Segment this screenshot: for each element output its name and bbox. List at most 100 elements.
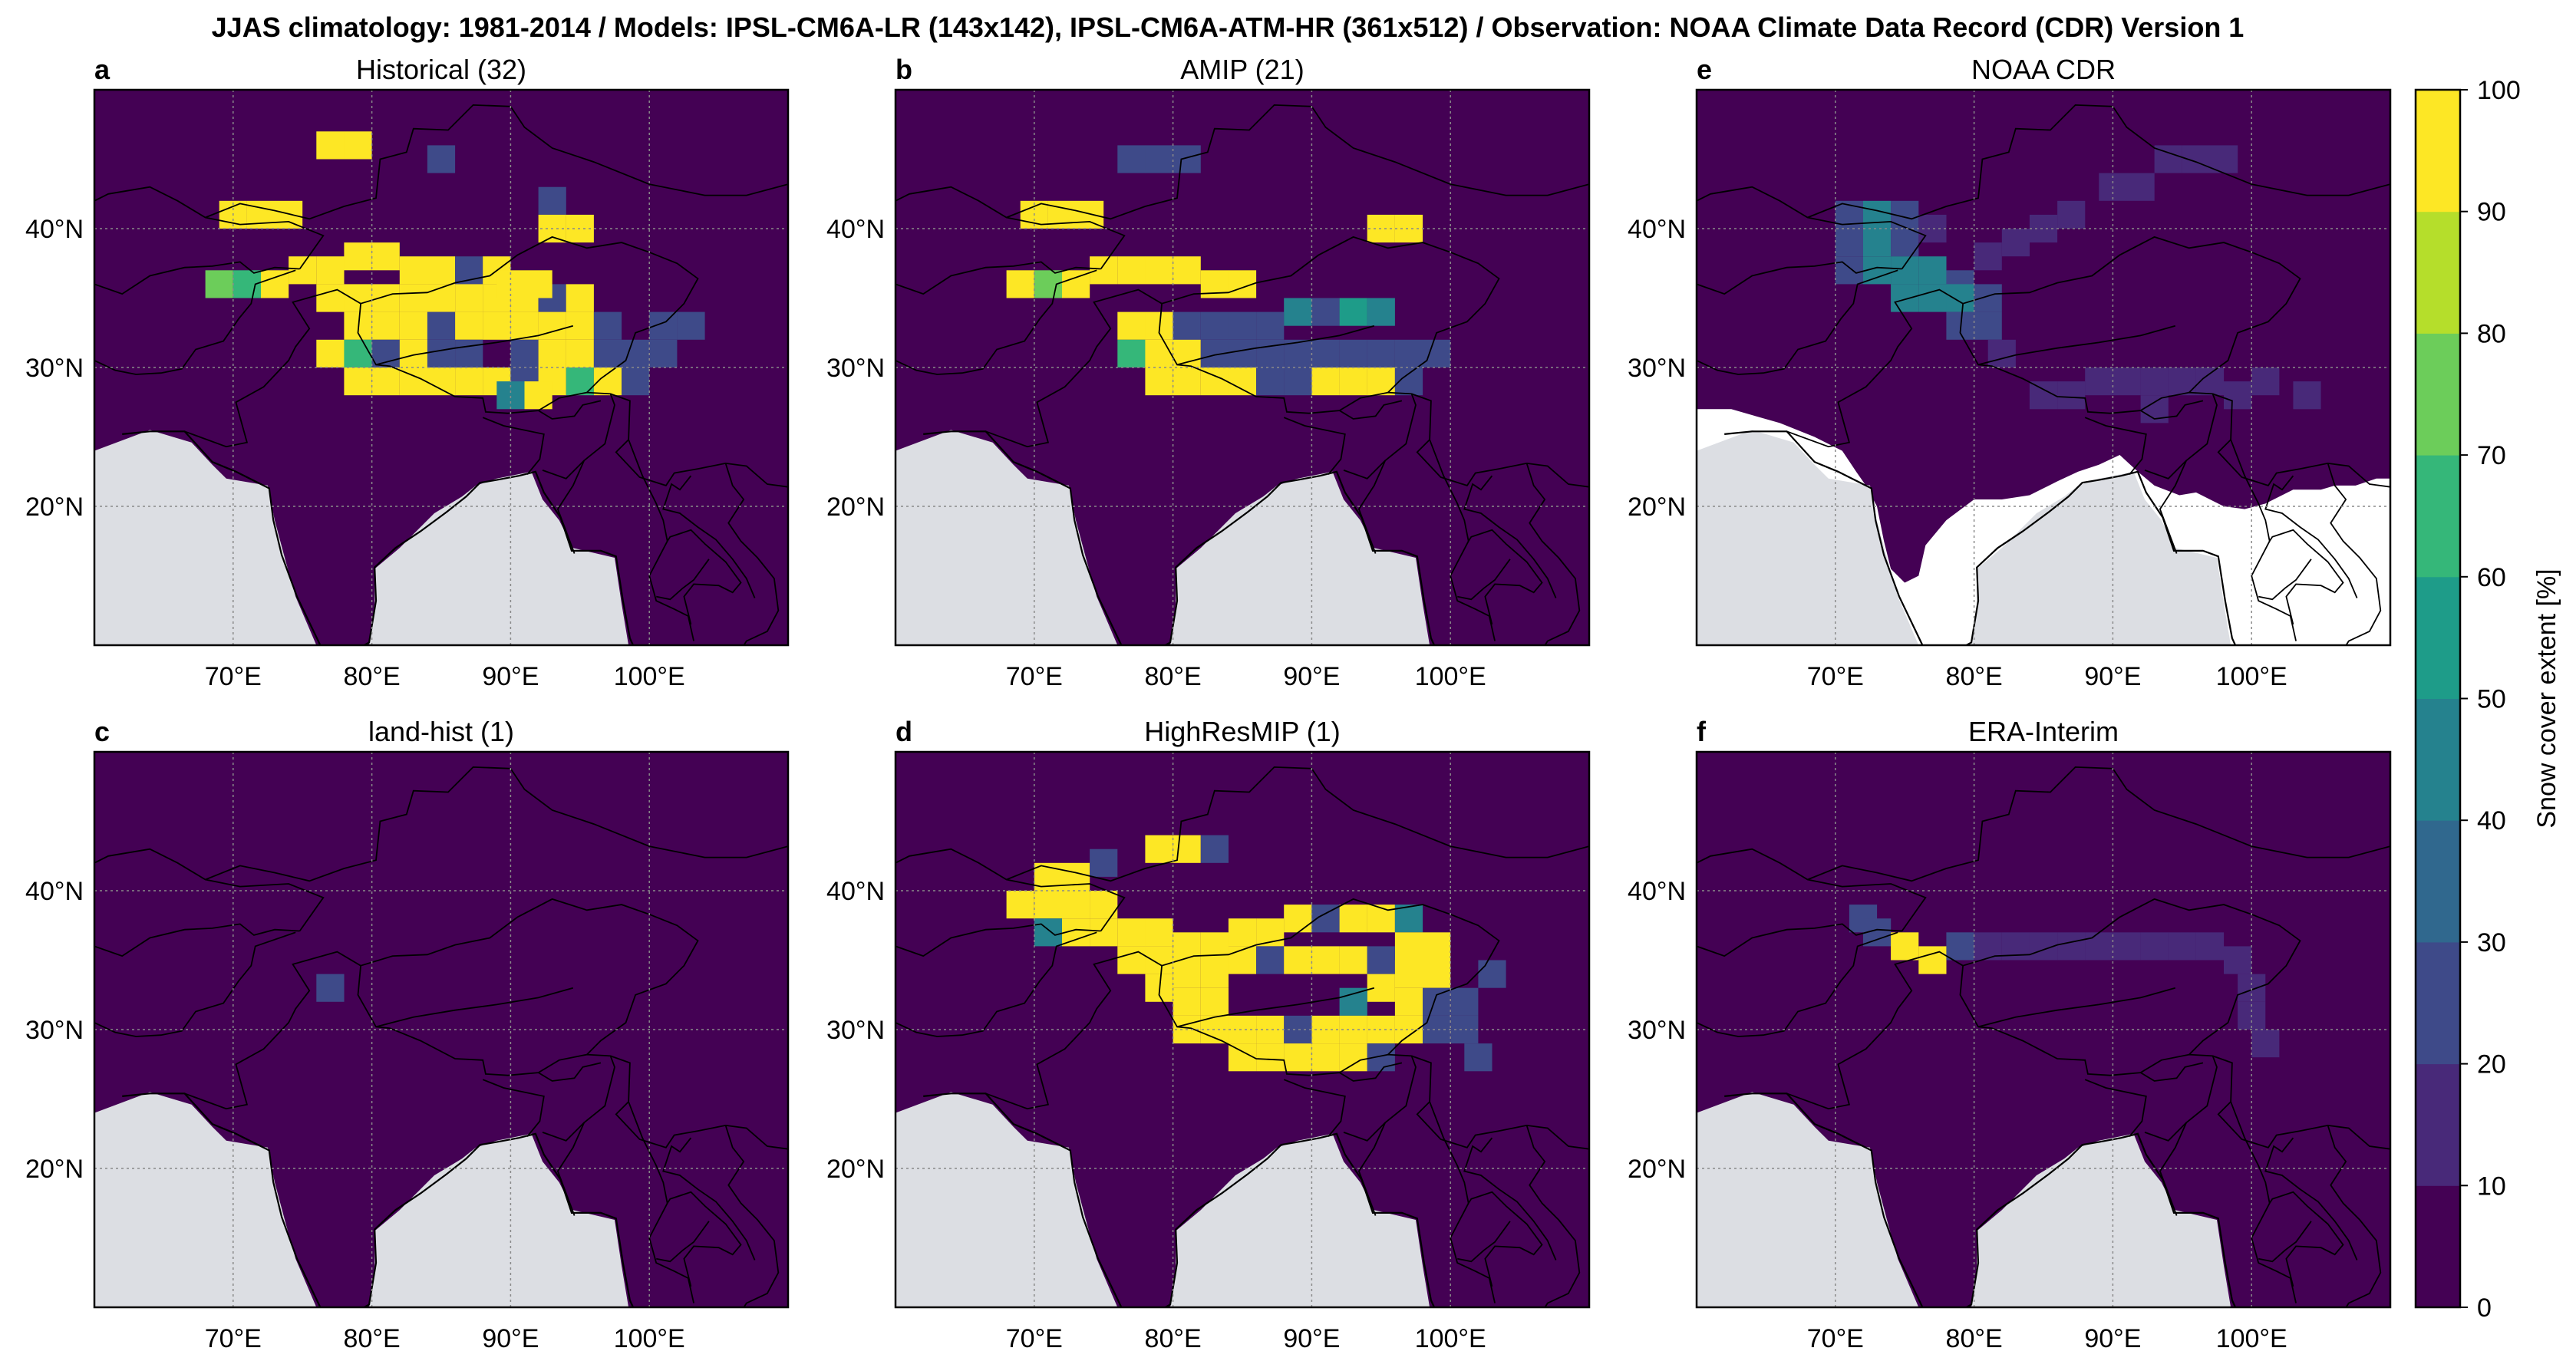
snow-cell bbox=[1256, 1015, 1285, 1044]
country-border bbox=[1525, 463, 1581, 645]
snow-cell bbox=[1173, 145, 1201, 173]
snow-cell bbox=[1450, 987, 1479, 1016]
country-border bbox=[1525, 1125, 1581, 1307]
snow-cell bbox=[1256, 367, 1285, 396]
snow-cell bbox=[566, 367, 594, 396]
country-border bbox=[628, 1101, 742, 1287]
snow-cell bbox=[1394, 960, 1423, 988]
y-tick-label: 20°N bbox=[25, 493, 84, 522]
country-border bbox=[2144, 460, 2187, 479]
snow-cell bbox=[1200, 311, 1229, 340]
panel-frame bbox=[1695, 88, 2392, 647]
country-border bbox=[538, 400, 602, 420]
x-tick-label: 90°E bbox=[1283, 662, 1340, 691]
y-tick-label: 30°N bbox=[25, 1016, 84, 1045]
snow-cell bbox=[1034, 891, 1062, 919]
country-border bbox=[1339, 1062, 1403, 1082]
snow-cell bbox=[1464, 1043, 1492, 1072]
colorbar-tick-label: 40 bbox=[2477, 806, 2506, 835]
country-border bbox=[482, 417, 545, 475]
snow-cell bbox=[1284, 946, 1312, 974]
snow-cell bbox=[2001, 229, 2030, 257]
snow-cell bbox=[622, 339, 650, 367]
coastline bbox=[122, 1092, 635, 1307]
country-border bbox=[895, 931, 1097, 1037]
country-border bbox=[610, 1055, 788, 1150]
country-border bbox=[542, 460, 585, 479]
snow-cell bbox=[1339, 987, 1367, 1016]
snow-cell bbox=[1339, 367, 1367, 396]
colorbar-label: Snow cover extent [%] bbox=[2532, 568, 2561, 828]
colorbar-segment bbox=[2416, 576, 2460, 699]
country-border bbox=[94, 261, 300, 295]
colorbar-segment bbox=[2416, 455, 2460, 578]
snow-cell bbox=[566, 311, 594, 340]
panel-label: d bbox=[895, 716, 912, 747]
colorbar-tick-label: 60 bbox=[2477, 563, 2506, 592]
snow-cell bbox=[1117, 311, 1146, 340]
panel-title: HighResMIP (1) bbox=[1144, 716, 1340, 747]
snow-cell bbox=[1173, 256, 1201, 285]
country-border bbox=[184, 288, 615, 554]
snow-cell bbox=[1284, 905, 1312, 933]
x-tick-label: 80°E bbox=[344, 662, 401, 691]
snow-cell bbox=[1117, 946, 1146, 974]
snow-cell bbox=[1228, 311, 1257, 340]
snow-cell bbox=[524, 270, 552, 298]
country-border bbox=[94, 931, 296, 1037]
snow-cell bbox=[2210, 145, 2238, 173]
snow-cell bbox=[677, 311, 705, 340]
snow-cell bbox=[2113, 367, 2141, 396]
x-tick-label: 70°E bbox=[205, 1324, 262, 1353]
ocean-bay-of-bengal bbox=[337, 471, 629, 645]
country-border bbox=[2327, 463, 2382, 645]
snow-cell bbox=[1394, 905, 1423, 933]
x-tick-label: 90°E bbox=[482, 1324, 539, 1353]
snow-cell bbox=[344, 284, 372, 312]
country-border bbox=[985, 951, 1417, 1216]
country-border bbox=[648, 540, 694, 641]
x-tick-label: 70°E bbox=[1006, 662, 1063, 691]
ocean-arabian-sea bbox=[895, 430, 1118, 645]
snow-cell bbox=[566, 339, 594, 367]
country-border bbox=[94, 269, 296, 375]
snow-cell bbox=[399, 311, 427, 340]
y-tick-label: 30°N bbox=[1628, 1016, 1686, 1045]
snow-cell bbox=[1423, 960, 1451, 988]
snow-cell bbox=[316, 339, 345, 367]
country-border bbox=[1411, 393, 1589, 488]
snow-cell bbox=[344, 242, 372, 271]
snow-cell bbox=[1117, 145, 1146, 173]
snow-cell bbox=[510, 339, 539, 367]
snow-cell bbox=[1034, 918, 1062, 947]
snow-cell bbox=[371, 311, 400, 340]
snow-cell bbox=[2224, 381, 2252, 410]
snow-cell bbox=[275, 200, 303, 229]
country-border bbox=[360, 898, 699, 1056]
colorbar-tick-label: 0 bbox=[2477, 1293, 2492, 1323]
snow-cell bbox=[1423, 932, 1451, 961]
snow-cell bbox=[1918, 256, 1947, 285]
coastline bbox=[1724, 430, 2237, 645]
colorbar-tick-label: 70 bbox=[2477, 441, 2506, 470]
snow-cell bbox=[2057, 381, 2086, 410]
y-tick-label: 40°N bbox=[826, 877, 885, 906]
snow-cell bbox=[1145, 835, 1173, 863]
colorbar-segment bbox=[2416, 90, 2460, 213]
panels-group: a Historical (32) 70°E 80°E 90°E 100°E 40°N 30°… bbox=[25, 54, 2392, 1353]
x-tick-label: 70°E bbox=[1006, 1324, 1063, 1353]
snow-cell bbox=[1311, 298, 1340, 326]
country-border bbox=[895, 261, 1101, 295]
country-border bbox=[724, 463, 780, 645]
panel-title: Historical (32) bbox=[356, 54, 526, 85]
snow-cell bbox=[1974, 284, 2002, 312]
snow-cell bbox=[1423, 1015, 1451, 1044]
x-tick-label: 100°E bbox=[2216, 1324, 2287, 1353]
y-tick-label: 30°N bbox=[826, 1016, 885, 1045]
y-tick-label: 40°N bbox=[1628, 877, 1686, 906]
country-border bbox=[205, 766, 788, 882]
colorbar-tick-label: 90 bbox=[2477, 198, 2506, 227]
snow-cell bbox=[1173, 987, 1201, 1016]
snow-cell bbox=[1339, 905, 1367, 933]
x-tick-label: 70°E bbox=[1807, 662, 1864, 691]
